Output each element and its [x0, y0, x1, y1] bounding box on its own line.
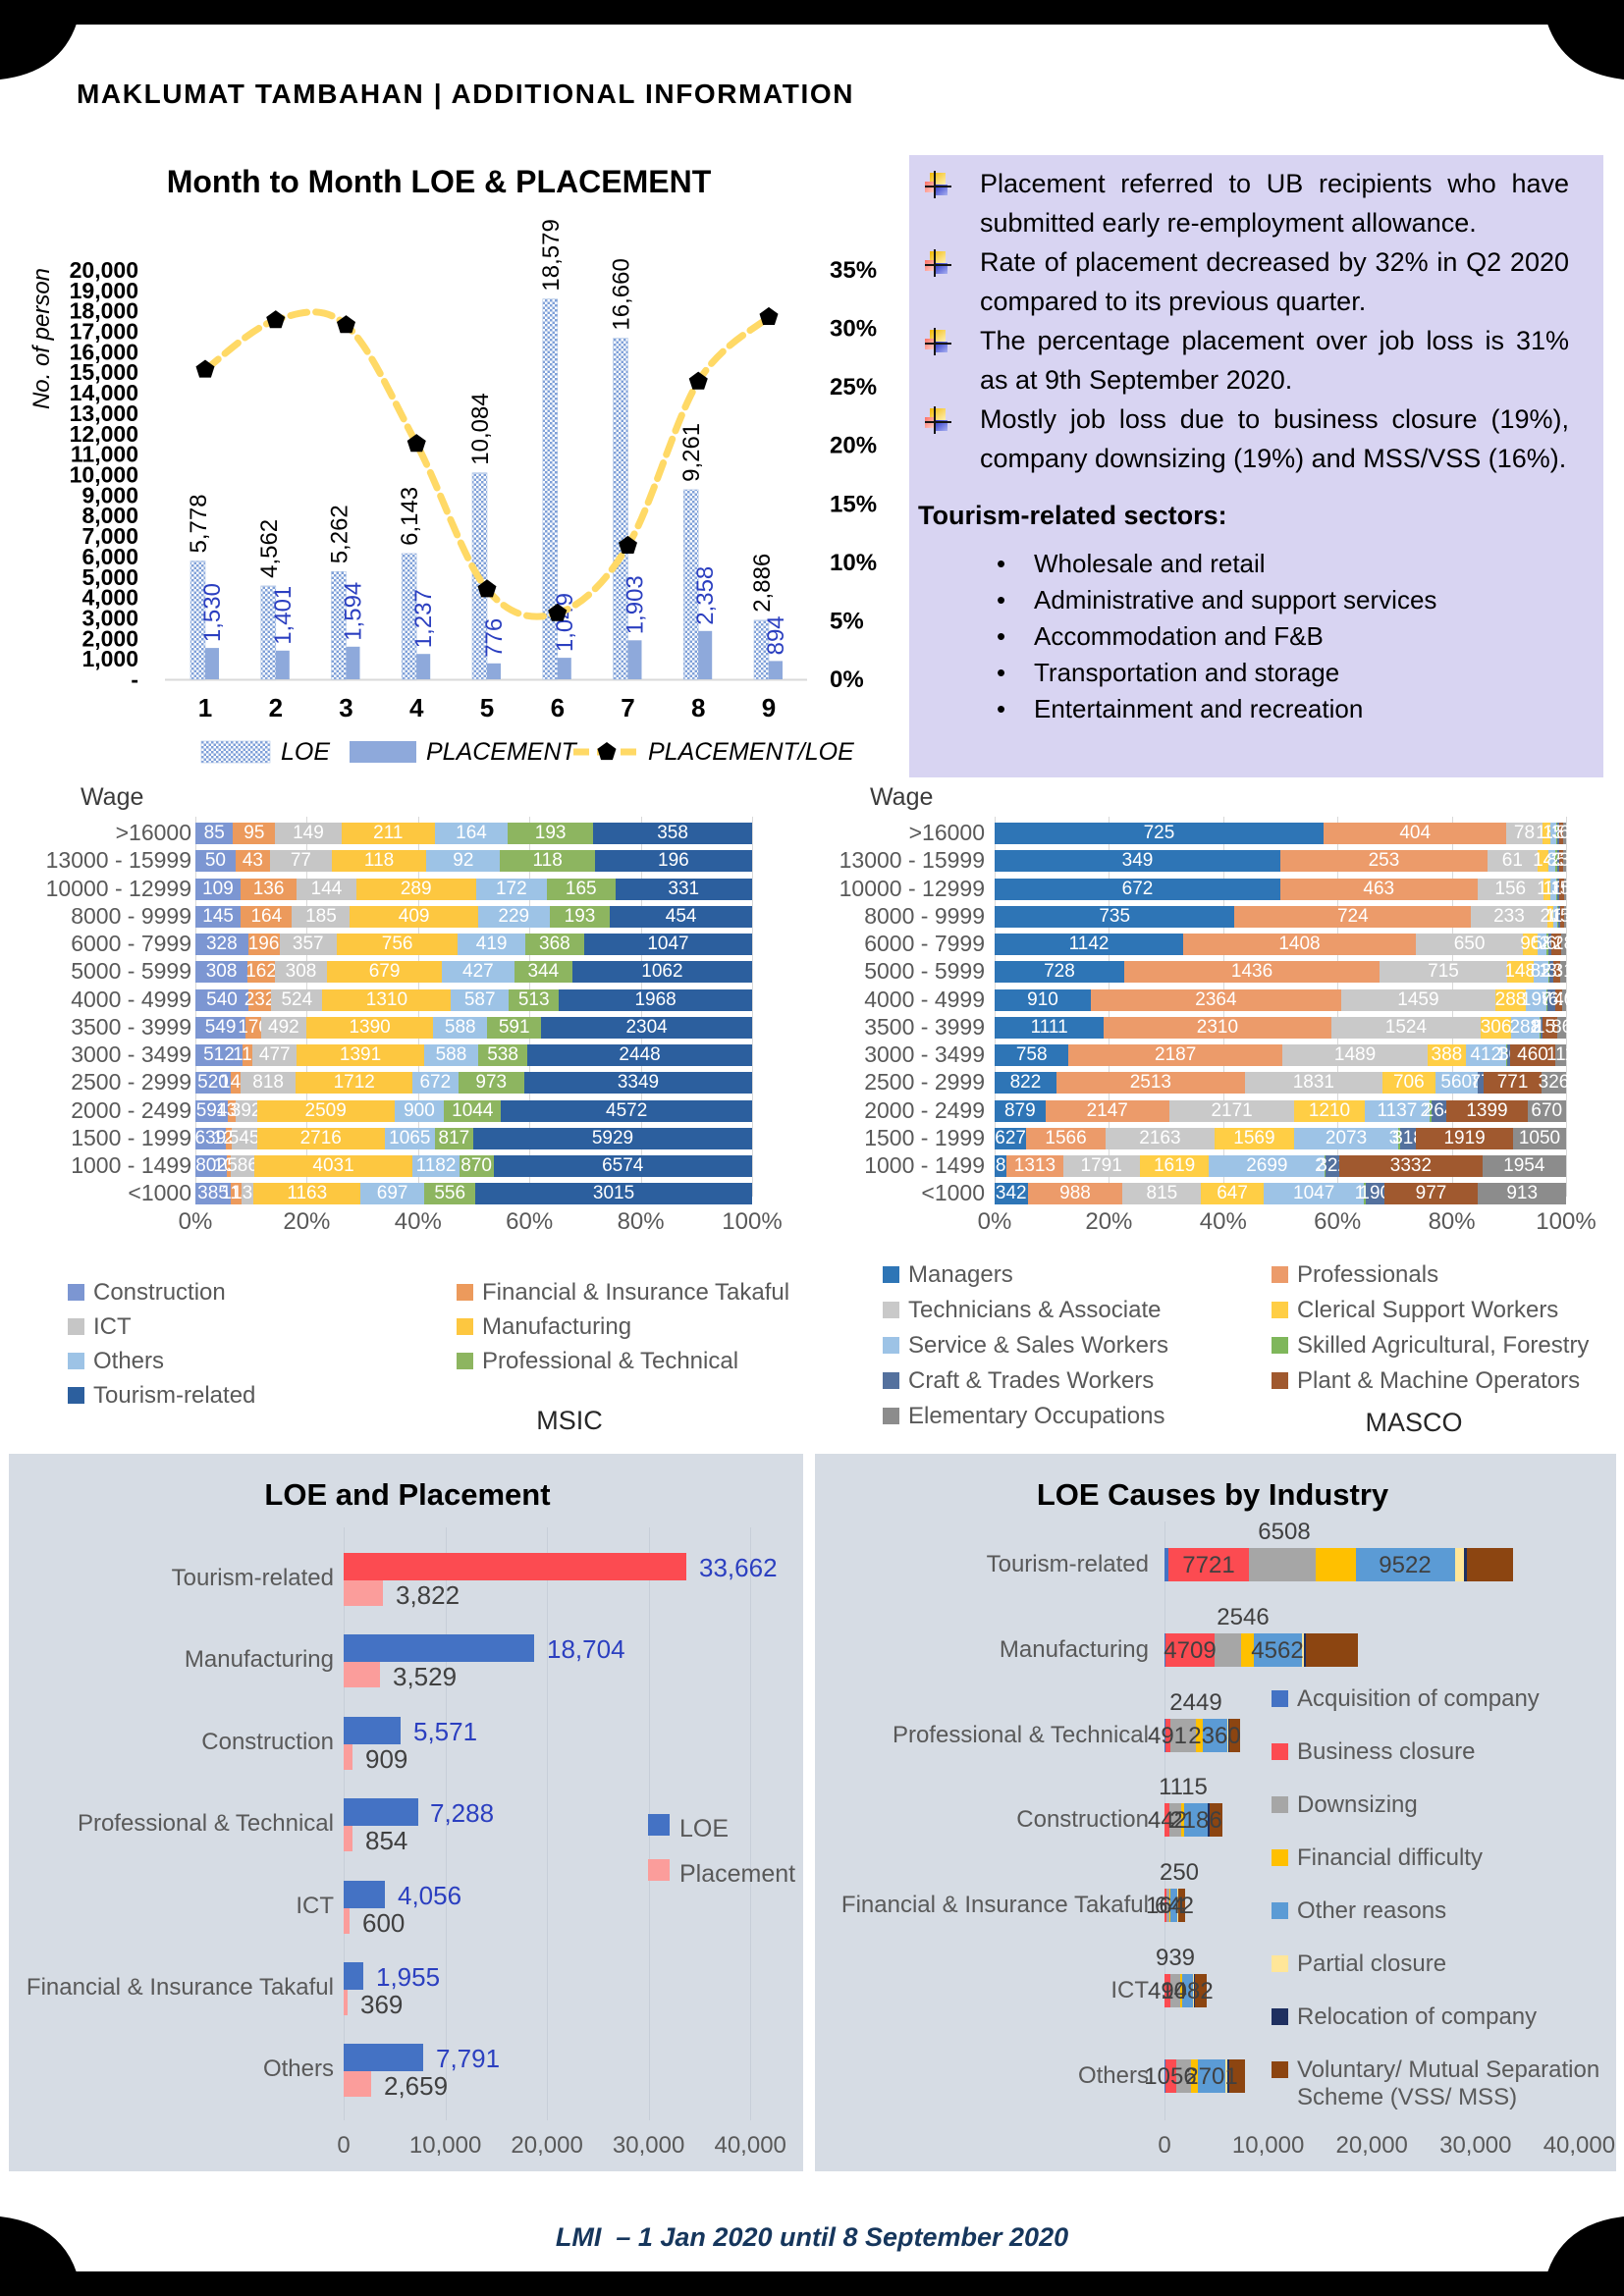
svg-text:14,000: 14,000: [70, 380, 138, 405]
svg-text:8,000: 8,000: [81, 503, 138, 528]
svg-text:LOE: LOE: [281, 738, 330, 766]
svg-text:16,660: 16,660: [609, 258, 635, 330]
svg-text:1,401: 1,401: [270, 586, 297, 645]
svg-text:2,000: 2,000: [81, 625, 138, 651]
svg-text:1,237: 1,237: [410, 589, 437, 648]
svg-text:6: 6: [551, 693, 565, 722]
svg-text:15%: 15%: [830, 491, 877, 517]
svg-text:18,000: 18,000: [70, 298, 138, 324]
svg-text:18,579: 18,579: [538, 219, 565, 291]
svg-text:1,530: 1,530: [199, 583, 226, 642]
svg-text:3: 3: [339, 693, 352, 722]
svg-text:12,000: 12,000: [70, 421, 138, 447]
svg-text:7,000: 7,000: [81, 523, 138, 549]
svg-text:20%: 20%: [830, 433, 877, 459]
svg-text:9: 9: [762, 693, 776, 722]
svg-text:7: 7: [621, 693, 634, 722]
svg-text:10,084: 10,084: [467, 393, 494, 464]
svg-text:11,000: 11,000: [71, 442, 138, 467]
svg-text:2: 2: [269, 693, 283, 722]
svg-text:Month to Month LOE & PLACEMENT: Month to Month LOE & PLACEMENT: [167, 164, 712, 199]
svg-text:9,000: 9,000: [81, 482, 138, 507]
svg-text:30%: 30%: [830, 316, 877, 343]
svg-text:4,000: 4,000: [81, 585, 138, 611]
svg-text:3,000: 3,000: [81, 606, 138, 631]
svg-text:4,562: 4,562: [256, 519, 283, 578]
svg-text:5: 5: [480, 693, 494, 722]
svg-text:0%: 0%: [830, 667, 864, 693]
svg-text:9,261: 9,261: [678, 423, 705, 482]
svg-text:1,000: 1,000: [81, 646, 138, 671]
svg-text:5%: 5%: [830, 608, 864, 634]
svg-text:10,000: 10,000: [70, 462, 138, 488]
svg-text:13,000: 13,000: [70, 400, 138, 426]
svg-text:776: 776: [481, 618, 508, 658]
svg-text:PLACEMENT/LOE: PLACEMENT/LOE: [648, 738, 854, 766]
svg-text:No. of person: No. of person: [28, 268, 55, 409]
svg-text:10%: 10%: [830, 550, 877, 576]
svg-text:15,000: 15,000: [70, 359, 138, 385]
svg-text:2,358: 2,358: [692, 566, 719, 625]
svg-text:5,262: 5,262: [327, 505, 353, 563]
svg-text:35%: 35%: [830, 257, 877, 284]
svg-text:PLACEMENT: PLACEMENT: [426, 738, 578, 766]
svg-text:-: -: [131, 667, 138, 692]
svg-text:6,143: 6,143: [397, 487, 423, 546]
svg-text:19,000: 19,000: [70, 278, 138, 303]
svg-text:1,903: 1,903: [623, 575, 649, 634]
svg-text:8: 8: [691, 693, 705, 722]
svg-text:6,000: 6,000: [81, 544, 138, 569]
svg-text:5,778: 5,778: [186, 494, 212, 553]
svg-text:20,000: 20,000: [70, 257, 138, 283]
svg-text:16,000: 16,000: [70, 339, 138, 364]
svg-text:2,886: 2,886: [749, 554, 776, 613]
svg-text:1: 1: [198, 693, 212, 722]
svg-text:17,000: 17,000: [70, 319, 138, 345]
svg-text:894: 894: [763, 615, 789, 655]
svg-text:5,000: 5,000: [81, 564, 138, 590]
svg-text:4: 4: [409, 693, 424, 722]
svg-text:1,594: 1,594: [341, 582, 367, 641]
svg-text:25%: 25%: [830, 374, 877, 400]
